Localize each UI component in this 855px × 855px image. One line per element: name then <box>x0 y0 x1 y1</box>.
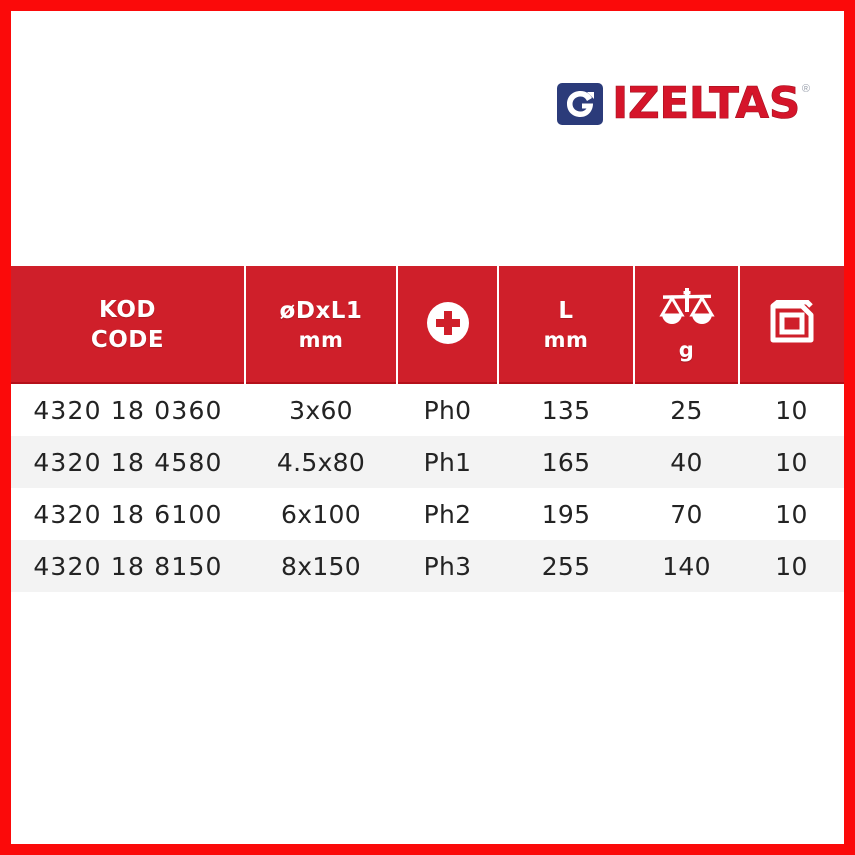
cell-length: 165 <box>541 447 591 477</box>
cell-code: 4320 18 6100 <box>33 499 223 529</box>
cell-package: 10 <box>775 551 808 581</box>
column-header-diameter-label: øDxL1 <box>279 298 363 324</box>
specification-table: KOD CODE øDxL1 mm <box>11 266 844 592</box>
cell-length: 255 <box>541 551 591 581</box>
column-header-code: KOD CODE <box>11 266 246 384</box>
brand-name: IZELTAS <box>611 78 801 129</box>
cell-dimension: 8x150 <box>281 551 361 581</box>
cell-bit-type: Ph3 <box>423 551 472 581</box>
table-header: KOD CODE øDxL1 mm <box>11 266 844 384</box>
cell-package: 10 <box>775 499 808 529</box>
phillips-cross-icon <box>425 300 471 351</box>
izeltas-emblem-icon <box>556 83 603 125</box>
cell-dimension: 3x60 <box>289 395 353 425</box>
brand-logo: IZELTAS ® <box>556 73 810 135</box>
header-row: KOD CODE øDxL1 mm <box>11 266 844 384</box>
column-header-weight-unit: g <box>678 338 695 362</box>
column-header-bit-type <box>397 266 499 384</box>
table-row[interactable]: 4320 18 6100 6x100 Ph2 195 70 10 <box>11 488 844 540</box>
package-box-icon <box>768 299 816 351</box>
cell-bit-type: Ph2 <box>423 499 472 529</box>
column-header-length-unit: mm <box>543 328 589 352</box>
column-header-code-sublabel: CODE <box>90 327 165 353</box>
cell-length: 195 <box>541 499 591 529</box>
balance-scale-icon <box>658 286 715 333</box>
cell-weight: 25 <box>670 395 703 425</box>
brand-wordmark: IZELTAS ® <box>611 78 810 129</box>
cell-code: 4320 18 4580 <box>33 447 223 477</box>
cell-package: 10 <box>775 395 808 425</box>
cell-code: 4320 18 8150 <box>33 551 223 581</box>
registered-trademark-icon: ® <box>801 83 810 95</box>
column-header-diameter-unit: mm <box>298 328 344 352</box>
cell-bit-type: Ph0 <box>423 395 472 425</box>
column-header-diameter-length: øDxL1 mm <box>245 266 398 384</box>
cell-bit-type: Ph1 <box>423 447 472 477</box>
cell-package: 10 <box>775 447 808 477</box>
table-row[interactable]: 4320 18 0360 3x60 Ph0 135 25 10 <box>11 384 844 436</box>
column-header-length-label: L <box>558 298 574 324</box>
cell-dimension: 6x100 <box>281 499 361 529</box>
cell-dimension: 4.5x80 <box>276 447 366 477</box>
column-header-weight: g <box>634 266 740 384</box>
table-row[interactable]: 4320 18 8150 8x150 Ph3 255 140 10 <box>11 540 844 592</box>
cell-weight: 70 <box>670 499 703 529</box>
cell-weight: 140 <box>662 551 711 581</box>
column-header-package <box>739 266 844 384</box>
table-body: 4320 18 0360 3x60 Ph0 135 25 10 4320 18 … <box>11 384 844 592</box>
cell-length: 135 <box>541 395 591 425</box>
column-header-length: L mm <box>498 266 635 384</box>
column-header-code-label: KOD <box>99 297 156 323</box>
cell-code: 4320 18 0360 <box>33 395 223 425</box>
cell-weight: 40 <box>670 447 703 477</box>
table-row[interactable]: 4320 18 4580 4.5x80 Ph1 165 40 10 <box>11 436 844 488</box>
